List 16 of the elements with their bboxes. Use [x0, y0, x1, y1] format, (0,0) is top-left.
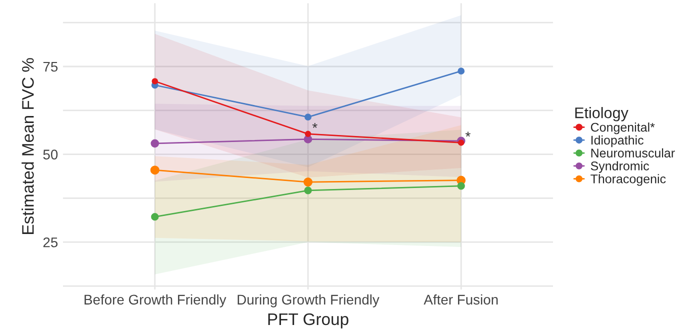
- legend-title: Etiology: [575, 107, 628, 122]
- legend-label: Idiopathic: [591, 135, 644, 148]
- legend-label: Congenital*: [590, 122, 655, 134]
- y-axis-title: Estimated Mean FVC %: [22, 58, 34, 234]
- y-tick-label: 25: [43, 237, 58, 248]
- x-tick-label: Before Growth Friendly: [84, 294, 226, 308]
- x-tick-label: After Fusion: [424, 294, 498, 305]
- legend-label: Syndromic: [590, 161, 650, 173]
- legend-label: Neuromuscular: [591, 148, 675, 158]
- x-axis-title: PFT Group: [268, 313, 348, 328]
- x-tick-label: During Growth Friendly: [238, 294, 380, 308]
- y-tick-label: 50: [43, 150, 58, 160]
- legend-label: Thoracogenic: [590, 174, 666, 186]
- annotation: *: [312, 122, 318, 128]
- y-tick-label: 75: [43, 62, 58, 72]
- annotation: *: [466, 132, 470, 137]
